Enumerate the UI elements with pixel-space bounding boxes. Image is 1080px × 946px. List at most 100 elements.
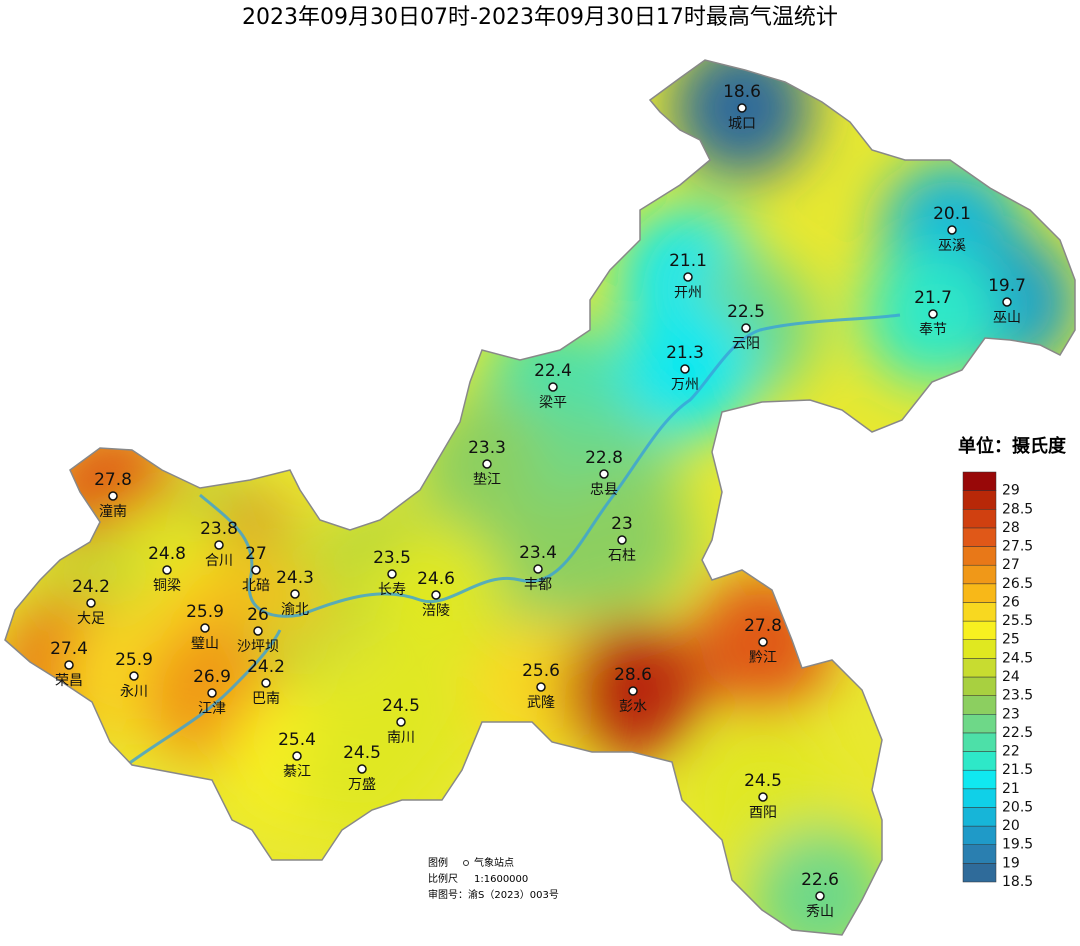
legend-swatch [962, 564, 997, 585]
river [199, 313, 901, 618]
legend-swatch [962, 509, 997, 529]
station-marker [737, 103, 747, 113]
station-marker [292, 751, 302, 761]
station-name: 合川 [205, 553, 233, 569]
legend-label: 23 [1002, 706, 1020, 722]
station-marker [290, 589, 300, 599]
station-marker [357, 764, 367, 774]
legend-label: 21 [1002, 781, 1020, 797]
station-name: 巫溪 [938, 238, 966, 254]
legend-label: 23.5 [1002, 688, 1033, 704]
footer-station-icon [463, 860, 469, 866]
station-marker [261, 678, 271, 688]
legend-label: 24 [1002, 669, 1020, 685]
station-name: 彭水 [619, 699, 647, 715]
legend-label: 27 [1002, 557, 1020, 573]
station-marker [162, 565, 172, 575]
station-name: 万盛 [348, 777, 376, 793]
footer-scale-label: 比例尺 [428, 872, 458, 885]
station-value: 19.7 [988, 276, 1026, 296]
stations: 18.6 城口 20.1 巫溪 21.1 开州 19.7 巫山 21.7 奉节 22.5 云阳 21.3… [50, 82, 1026, 920]
station-marker [758, 792, 768, 802]
station-marker [758, 637, 768, 647]
legend-label: 26.5 [1002, 576, 1033, 592]
station-marker [628, 686, 638, 696]
station-marker [253, 626, 263, 636]
station-name: 巫山 [993, 310, 1021, 326]
station-value: 21.7 [914, 288, 952, 308]
station-value: 21.1 [669, 251, 707, 271]
footer-legend: 图例 [428, 856, 448, 869]
station-marker [617, 535, 627, 545]
station-name: 沙坪坝 [237, 639, 279, 655]
legend-label: 25.5 [1002, 613, 1033, 629]
station-value: 27.8 [744, 616, 782, 636]
legend-label: 18.5 [1002, 874, 1033, 890]
station-value: 22.5 [727, 302, 765, 322]
station-name: 武隆 [527, 695, 555, 711]
legend-swatch [962, 639, 997, 659]
station-marker [599, 469, 609, 479]
legend-swatch [962, 490, 997, 510]
legend-swatch [962, 825, 997, 845]
station-value: 23 [611, 514, 633, 534]
station-value: 25.6 [522, 661, 560, 681]
legend-swatch [962, 471, 997, 491]
legend-swatch [962, 695, 997, 715]
station-name: 铜梁 [153, 578, 181, 594]
station-name: 綦江 [283, 764, 311, 780]
station-name: 黔江 [749, 650, 777, 666]
station-marker [680, 364, 690, 374]
station-marker [741, 323, 751, 333]
river [119, 629, 282, 772]
station-name: 万州 [671, 377, 699, 393]
station-name: 南川 [387, 730, 415, 746]
legend-swatch [962, 751, 997, 771]
legend-label: 19 [1002, 855, 1020, 871]
station-value: 24.2 [72, 577, 110, 597]
station-value: 27.8 [94, 470, 132, 490]
legend-swatch [962, 714, 997, 734]
legend-label: 28 [1002, 520, 1020, 536]
legend: 18.5 19 19.5 20 20.5 21 21.5 22 22.5 23 23.5 24 24.5… [962, 471, 1033, 890]
station-name: 秀山 [806, 904, 834, 920]
station-name: 大足 [77, 611, 105, 627]
legend-swatch [962, 807, 997, 827]
station-value: 25.9 [115, 650, 153, 670]
legend-label: 27.5 [1002, 539, 1033, 555]
legend-label: 26 [1002, 594, 1020, 610]
station-name: 梁平 [539, 395, 567, 411]
footer: 图例 气象站点 比例尺 1:1600000 审图号：渝S（2023）003号 [428, 856, 559, 901]
station-name: 巴南 [252, 691, 280, 707]
station-name: 云阳 [732, 336, 760, 352]
station-marker [482, 459, 492, 469]
legend-label: 21.5 [1002, 762, 1033, 778]
station-value: 23.4 [519, 543, 557, 563]
station-marker [64, 660, 74, 670]
station-marker [431, 590, 441, 600]
station-name: 长寿 [378, 581, 406, 598]
legend-label: 19.5 [1002, 837, 1033, 853]
station-marker [387, 569, 397, 579]
legend-swatch [962, 769, 997, 790]
legend-label: 22 [1002, 744, 1020, 760]
legend-swatch [962, 732, 997, 752]
station-name: 北碚 [242, 578, 270, 594]
station-marker [1002, 297, 1012, 307]
legend-swatch [962, 546, 997, 566]
station-name: 涪陵 [422, 603, 450, 619]
legend-label: 22.5 [1002, 725, 1033, 741]
station-value: 26 [247, 605, 269, 625]
region-outline [4, 59, 1076, 936]
station-marker [214, 540, 224, 550]
legend-swatch [962, 676, 997, 696]
footer-approval: 审图号：渝S（2023）003号 [428, 888, 559, 901]
station-name: 酉阳 [749, 805, 777, 821]
station-marker [207, 688, 217, 698]
station-marker [947, 225, 957, 235]
station-marker [683, 272, 693, 282]
station-value: 24.2 [247, 657, 285, 677]
legend-swatch [962, 527, 997, 547]
station-value: 24.5 [382, 696, 420, 716]
station-marker [108, 491, 118, 501]
